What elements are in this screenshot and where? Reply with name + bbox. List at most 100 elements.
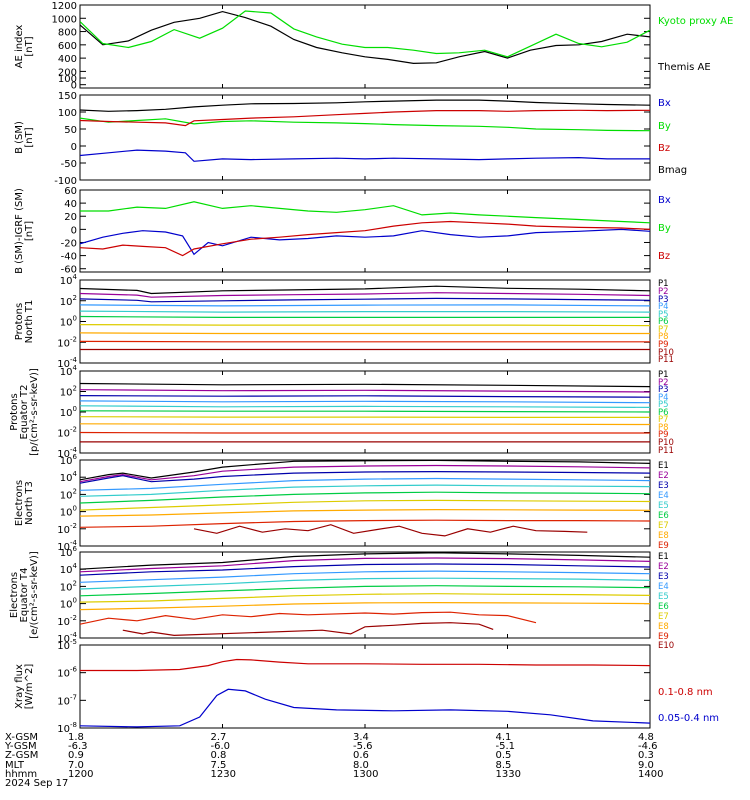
series-line-e3 xyxy=(80,470,650,484)
series-line-p6 xyxy=(80,315,650,318)
legend-peq-p8: P8 xyxy=(658,423,669,433)
legend-peq-p5: P5 xyxy=(658,400,669,410)
series-line-e6 xyxy=(80,585,650,597)
legend-eeq-e8: E8 xyxy=(658,622,669,632)
y-axis-label: [W/m^2] xyxy=(24,664,35,710)
legend-pnorth-p7: P7 xyxy=(658,325,669,335)
series-line-e1 xyxy=(80,552,650,570)
series-line-p2 xyxy=(80,292,650,298)
series-line-e7 xyxy=(80,499,650,511)
series-line-e5 xyxy=(80,484,650,497)
legend-kyoto-proxy-ae: Kyoto proxy AE xyxy=(658,16,733,27)
y-tick-label: 10-2 xyxy=(57,335,77,349)
y-tick-label: 102 xyxy=(60,294,77,308)
y-tick-label: 102 xyxy=(60,579,77,593)
legend-bresid-bx: Bx xyxy=(658,195,671,206)
series-line-p8 xyxy=(80,332,650,335)
legend-peq-p9: P9 xyxy=(658,430,669,440)
legend-enorth-e7: E7 xyxy=(658,521,669,531)
y-axis-label: [nT] xyxy=(24,36,35,56)
legend-eeq-e4: E4 xyxy=(658,582,669,592)
y-tick-label: 1000 xyxy=(52,14,77,25)
series-line-e7 xyxy=(80,593,650,603)
y-tick-label: 0 xyxy=(71,81,77,92)
series-line-p5 xyxy=(80,405,650,408)
y-tick-label: 20 xyxy=(64,212,77,223)
legend-peq-p6: P6 xyxy=(658,408,669,418)
y-tick-label: 106 xyxy=(60,453,78,467)
legend-enorth-e3: E3 xyxy=(658,481,669,491)
y-tick-label: 1200 xyxy=(52,1,77,12)
legend-peq-p3: P3 xyxy=(658,385,669,395)
legend-peq-p1: P1 xyxy=(658,370,669,380)
legend-pnorth-p10: P10 xyxy=(658,348,674,358)
y-axis-label: [e/(cm²-s-sr-keV)] xyxy=(29,551,40,639)
legend-enorth-e9: E9 xyxy=(658,541,669,551)
y-tick-label: 800 xyxy=(58,28,77,39)
series-line-p4 xyxy=(80,304,650,307)
y-tick-label: 102 xyxy=(60,385,77,399)
y-tick-label: -20 xyxy=(61,238,77,249)
y-tick-label: 150 xyxy=(58,91,77,102)
series-line-0-05-0-4-nm xyxy=(80,688,650,728)
legend-eeq-e5: E5 xyxy=(658,592,669,602)
y-axis-label: Equator T2 xyxy=(19,385,30,440)
legend-pnorth-p6: P6 xyxy=(658,317,669,327)
series-line-e2 xyxy=(80,464,650,483)
series-line-p1 xyxy=(80,285,650,295)
legend-eeq-e6: E6 xyxy=(658,602,669,612)
legend-bsm-bz: Bz xyxy=(658,143,670,154)
y-tick-label: 104 xyxy=(60,470,78,484)
y-tick-label: 104 xyxy=(60,364,78,378)
y-tick-label: 60 xyxy=(64,186,77,197)
legend-enorth-e1: E1 xyxy=(658,461,669,471)
y-tick-label: -40 xyxy=(61,252,77,263)
y-axis-label: Protons xyxy=(9,393,20,430)
series-line-p7 xyxy=(80,416,650,418)
y-tick-label: 50 xyxy=(64,125,77,136)
series-line-p9 xyxy=(80,431,650,434)
legend-bsm-by: By xyxy=(658,121,671,132)
panel-3: -60 -40 -20 0 20 40 60 B (SM)-IGRF (SM) [nT] xyxy=(14,186,651,276)
panel-frame xyxy=(79,4,651,89)
legend-peq-p10: P10 xyxy=(658,438,674,448)
series-line-e5 xyxy=(80,577,650,590)
y-tick-label: 10-2 xyxy=(57,522,77,536)
legend-enorth-e2: E2 xyxy=(658,471,669,481)
y-tick-label: 10-2 xyxy=(57,426,77,440)
series-line-0-1-0-8-nm xyxy=(80,658,650,672)
series-line-p7 xyxy=(80,324,650,327)
y-tick-label: 100 xyxy=(60,505,77,519)
y-tick-label: 100 xyxy=(60,597,77,611)
series-line-by xyxy=(80,117,650,132)
y-tick-label: -60 xyxy=(61,265,77,276)
series-line-by xyxy=(80,201,650,224)
legend-peq-p2: P2 xyxy=(658,378,669,388)
panel-frame xyxy=(79,644,651,729)
y-tick-label: 100 xyxy=(60,315,77,329)
series-line-e9 xyxy=(80,611,537,625)
legend-pnorth-p2: P2 xyxy=(658,287,669,297)
y-axis-label: [nT] xyxy=(24,127,35,147)
series-line-e4 xyxy=(80,570,650,583)
y-tick-label: 104 xyxy=(60,562,78,576)
legend-eeq-e2: E2 xyxy=(658,562,669,572)
y-axis-label: Electrons xyxy=(14,480,25,526)
y-axis-label: B (SM)-IGRF (SM) xyxy=(14,188,25,274)
legend-bresid-bz: Bz xyxy=(658,251,670,262)
y-tick-label: 200 xyxy=(58,67,77,78)
y-tick-label: 102 xyxy=(60,487,77,501)
series-line-bmag xyxy=(80,99,650,112)
y-tick-label: 10-7 xyxy=(57,693,77,707)
series-line-e10 xyxy=(122,622,494,637)
series-line-bx xyxy=(80,228,650,256)
legend-enorth-e4: E4 xyxy=(658,491,669,501)
y-tick-label: 40 xyxy=(64,199,77,210)
y-tick-label: 100 xyxy=(60,405,77,419)
series-line-themis-ae xyxy=(80,10,650,65)
